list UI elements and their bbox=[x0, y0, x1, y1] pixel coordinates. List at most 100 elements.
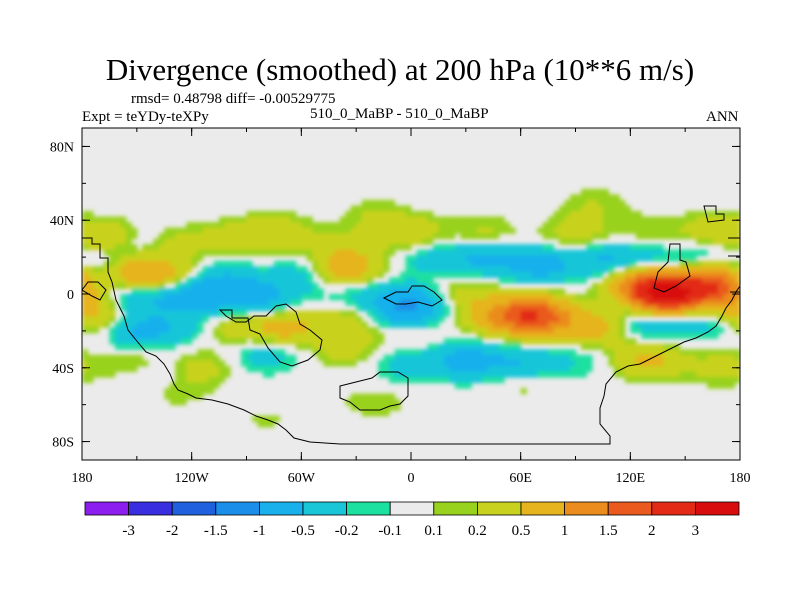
field-cell bbox=[471, 349, 478, 356]
field-cell bbox=[273, 310, 280, 317]
field-cell bbox=[641, 377, 648, 384]
field-cell bbox=[186, 266, 193, 273]
field-cell bbox=[361, 227, 368, 234]
field-cell bbox=[164, 327, 171, 334]
field-cell bbox=[432, 255, 440, 262]
field-cell bbox=[125, 343, 132, 350]
field-cell bbox=[443, 266, 450, 273]
field-cell bbox=[268, 316, 275, 323]
field-cell bbox=[454, 310, 461, 317]
field-cell bbox=[553, 288, 560, 295]
field-cell bbox=[345, 327, 352, 334]
field-cell bbox=[109, 316, 116, 323]
x-tick-label: 60E bbox=[509, 471, 532, 486]
field-cell bbox=[394, 216, 401, 223]
field-cell bbox=[641, 299, 648, 306]
field-cell bbox=[586, 305, 593, 312]
field-cell bbox=[383, 305, 390, 312]
field-cell bbox=[279, 332, 286, 339]
field-cell bbox=[443, 244, 450, 251]
field-cell bbox=[142, 294, 149, 301]
field-cell bbox=[400, 305, 407, 312]
field-cell bbox=[224, 277, 231, 284]
field-cell bbox=[498, 360, 505, 367]
field-cell bbox=[487, 227, 494, 234]
field-cell bbox=[136, 271, 143, 278]
field-cell bbox=[251, 211, 259, 218]
field-cell bbox=[663, 371, 670, 378]
field-cell bbox=[389, 377, 396, 384]
field-cell bbox=[180, 294, 187, 301]
field-cell bbox=[411, 233, 418, 240]
field-cell bbox=[125, 271, 132, 278]
field-cell bbox=[460, 294, 467, 301]
field-cell bbox=[641, 244, 648, 251]
field-cell bbox=[175, 360, 182, 367]
field-cell bbox=[180, 227, 187, 234]
field-cell bbox=[482, 377, 489, 384]
field-cell bbox=[186, 227, 193, 234]
field-cell bbox=[120, 238, 127, 245]
field-cell bbox=[679, 222, 686, 229]
field-cell bbox=[257, 421, 264, 428]
field-cell bbox=[723, 382, 730, 389]
field-cell bbox=[526, 321, 533, 328]
field-cell bbox=[213, 282, 220, 290]
field-cell bbox=[120, 360, 127, 367]
field-cell bbox=[624, 216, 631, 223]
field-cell bbox=[383, 365, 390, 373]
field-cell bbox=[591, 222, 599, 229]
field-cell bbox=[509, 249, 516, 256]
field-cell bbox=[509, 327, 516, 334]
field-cell bbox=[169, 266, 176, 273]
field-cell bbox=[361, 327, 368, 334]
field-cell bbox=[241, 222, 248, 229]
field-cell bbox=[586, 321, 593, 328]
field-cell bbox=[520, 338, 527, 345]
field-cell bbox=[652, 377, 659, 384]
field-cell bbox=[361, 266, 368, 273]
field-cell bbox=[718, 288, 725, 295]
field-cell bbox=[208, 277, 215, 284]
field-cell bbox=[707, 349, 714, 356]
field-cell bbox=[383, 205, 390, 212]
field-cell bbox=[219, 321, 226, 328]
field-cell bbox=[235, 299, 242, 306]
field-cell bbox=[559, 260, 566, 267]
field-cell bbox=[553, 216, 560, 223]
field-cell bbox=[213, 294, 220, 301]
field-cell bbox=[339, 238, 346, 245]
field-cell bbox=[570, 194, 577, 201]
field-cell bbox=[712, 294, 719, 301]
field-cell bbox=[668, 327, 675, 334]
field-cell bbox=[262, 249, 270, 256]
field-cell bbox=[696, 299, 703, 306]
field-cell bbox=[712, 354, 719, 361]
field-cell bbox=[613, 199, 620, 207]
field-cell bbox=[262, 305, 270, 312]
field-cell bbox=[87, 238, 94, 245]
field-cell bbox=[405, 238, 412, 245]
field-cell bbox=[405, 233, 412, 240]
field-cell bbox=[685, 216, 692, 223]
field-cell bbox=[701, 271, 708, 278]
field-cell bbox=[421, 310, 429, 317]
field-cell bbox=[619, 249, 626, 256]
field-cell bbox=[120, 216, 127, 223]
field-cell bbox=[169, 288, 176, 295]
field-cell bbox=[147, 338, 154, 345]
field-cell bbox=[624, 255, 631, 262]
field-cell bbox=[383, 244, 390, 251]
field-cell bbox=[98, 271, 105, 278]
field-cell bbox=[570, 332, 577, 339]
field-cell bbox=[213, 332, 220, 339]
field-cell bbox=[114, 227, 121, 234]
field-cell bbox=[208, 377, 215, 384]
field-cell bbox=[542, 310, 549, 317]
field-cell bbox=[537, 305, 544, 312]
field-cell bbox=[471, 266, 478, 273]
field-cell bbox=[487, 294, 494, 301]
field-cell bbox=[273, 365, 280, 373]
field-cell bbox=[602, 205, 609, 212]
field-cell bbox=[696, 288, 703, 295]
